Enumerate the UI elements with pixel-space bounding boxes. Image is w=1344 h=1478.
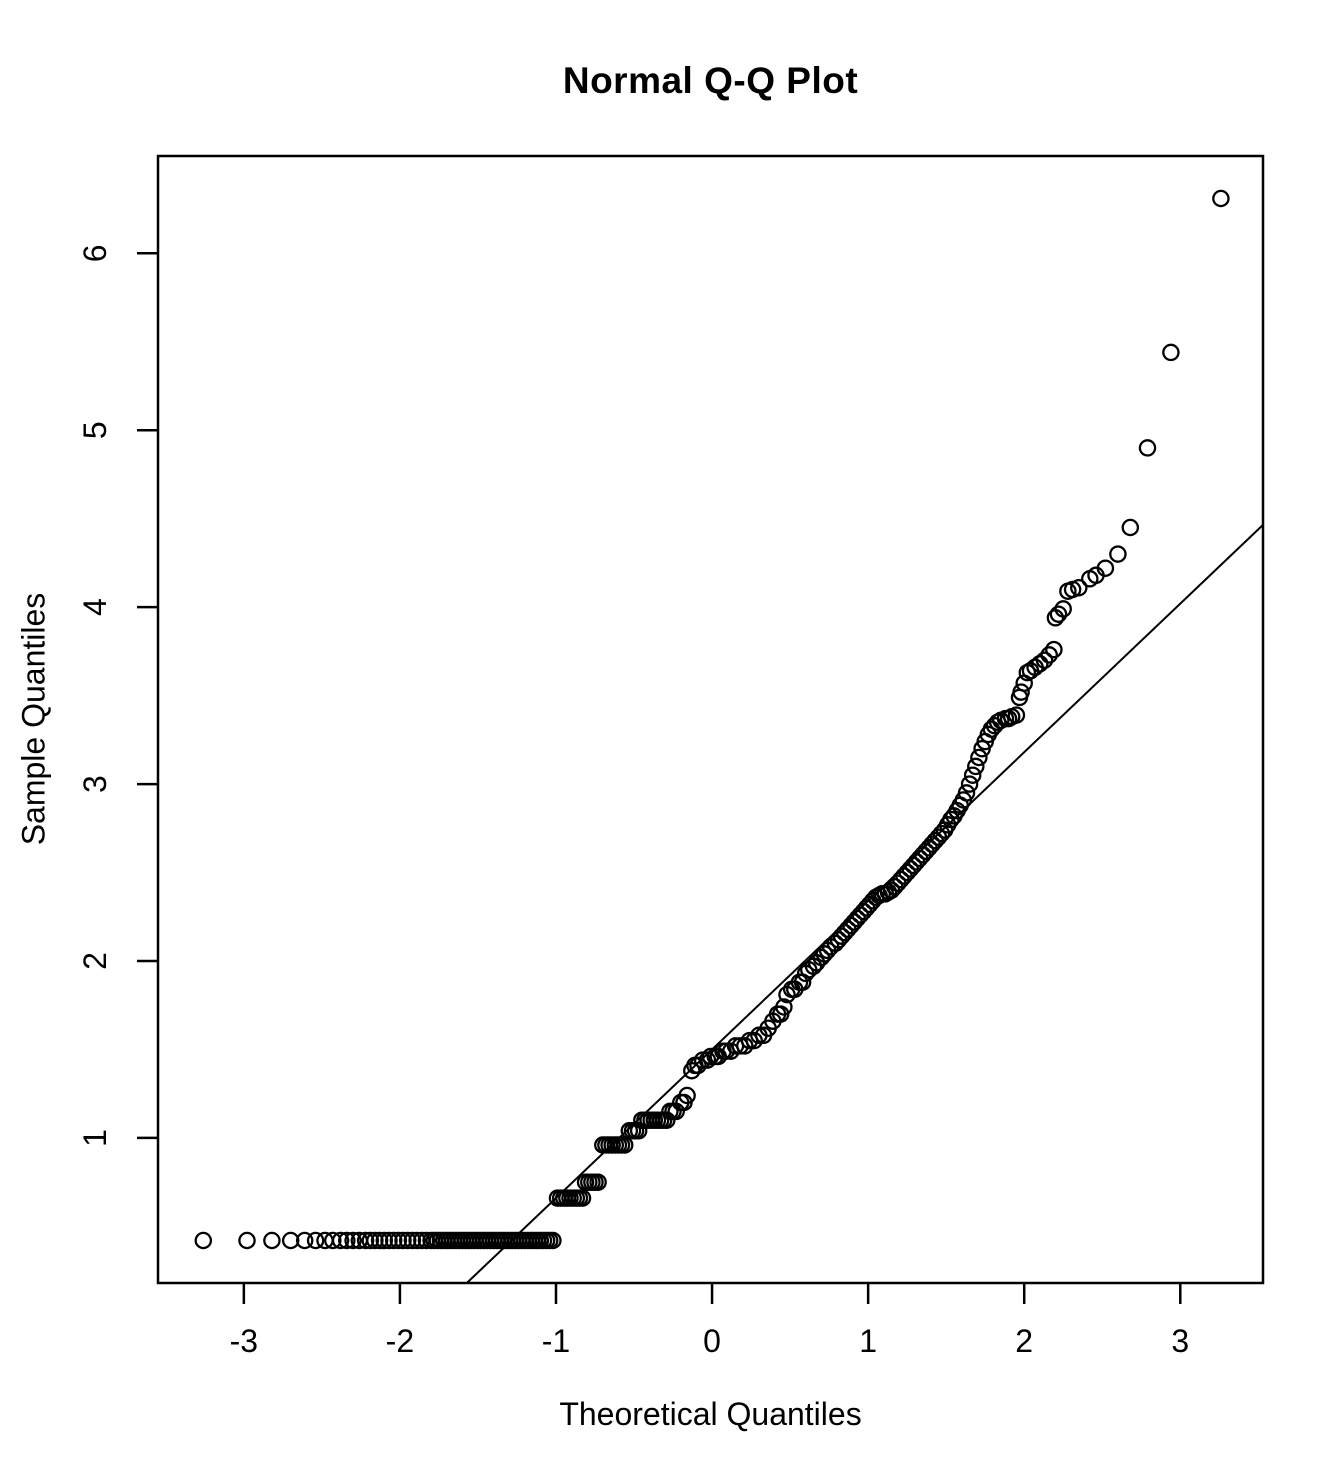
data-point: [970, 748, 988, 767]
x-tick-label: 3: [1171, 1323, 1189, 1359]
data-point: [1138, 439, 1157, 457]
x-tick-label: -3: [230, 1323, 258, 1359]
data-point: [403, 1231, 422, 1250]
data-point: [338, 1231, 356, 1250]
x-tick-label: 1: [859, 1323, 877, 1359]
data-point: [678, 1086, 696, 1105]
data-point: [389, 1231, 408, 1250]
data-point: [942, 810, 960, 829]
data-point: [380, 1231, 398, 1250]
data-point: [745, 1031, 763, 1050]
data-point: [1109, 545, 1127, 563]
data-point: [344, 1231, 362, 1250]
x-tick-label: 0: [703, 1323, 721, 1359]
y-tick-label: 1: [77, 1129, 113, 1147]
data-point: [1035, 651, 1054, 669]
data-point: [963, 766, 982, 784]
data-point: [408, 1231, 426, 1250]
data-point: [573, 1189, 592, 1207]
x-tick-label: 2: [1015, 1323, 1033, 1359]
data-point: [698, 1051, 717, 1069]
data-point: [356, 1231, 375, 1250]
data-point: [775, 998, 793, 1016]
data-point: [544, 1231, 562, 1250]
data-point: [361, 1231, 380, 1250]
y-tick-label: 4: [77, 598, 113, 616]
y-tick-label: 2: [77, 952, 113, 970]
data-point: [194, 1231, 213, 1250]
data-point: [1040, 646, 1058, 664]
x-tick-label: -2: [386, 1323, 414, 1359]
data-point: [238, 1231, 256, 1250]
data-point: [384, 1231, 403, 1250]
y-tick-label: 3: [77, 775, 113, 793]
y-axis-label: Sample Quantiles: [15, 592, 52, 846]
data-point: [324, 1231, 342, 1250]
data-point: [932, 824, 951, 843]
data-point: [1070, 578, 1088, 597]
data-point: [331, 1231, 350, 1250]
data-point: [1162, 343, 1180, 362]
data-point: [658, 1111, 676, 1129]
data-point: [295, 1231, 314, 1250]
chart-title: Normal Q-Q Plot: [562, 60, 859, 101]
plot-border: [156, 154, 1265, 1285]
data-point: [960, 775, 979, 793]
data-point: [1045, 640, 1063, 659]
data-point: [1096, 559, 1115, 577]
data-point: [1031, 655, 1049, 673]
data-point: [589, 1173, 607, 1191]
data-point: [1121, 518, 1140, 537]
data-point: [957, 784, 976, 802]
data-point: [693, 1051, 712, 1069]
data-point: [1007, 706, 1026, 724]
data-point: [689, 1056, 707, 1075]
data-point: [281, 1231, 300, 1250]
data-point: [736, 1037, 754, 1055]
y-tick-label: 5: [77, 421, 113, 439]
data-point: [1212, 189, 1230, 208]
data-point: [1049, 605, 1068, 623]
x-axis-label: Theoretical Quantiles: [559, 1396, 862, 1432]
data-point: [1012, 683, 1030, 701]
y-tick-label: 6: [77, 244, 113, 262]
data-point: [306, 1231, 325, 1250]
data-point: [967, 757, 985, 776]
data-point: [1054, 600, 1072, 618]
x-tick-label: -1: [542, 1323, 570, 1359]
data-point: [263, 1231, 281, 1250]
